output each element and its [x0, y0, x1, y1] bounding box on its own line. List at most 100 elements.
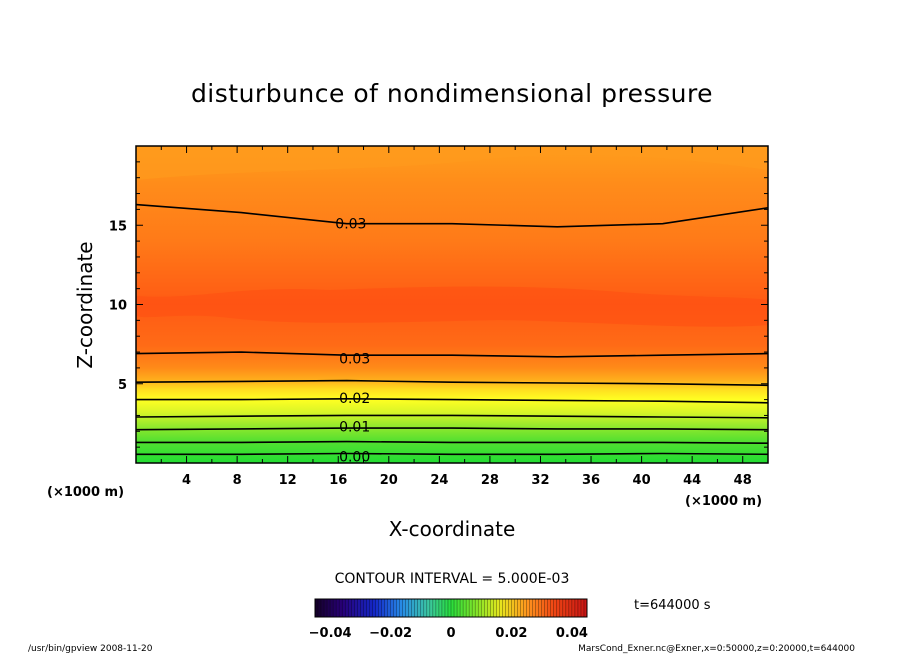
colorbar-cell — [475, 599, 479, 617]
x-unit-right: (×1000 m) — [685, 494, 762, 509]
y-tick-label: 10 — [109, 299, 127, 314]
colorbar-cell — [351, 599, 355, 617]
x-tick-label: 4 — [182, 473, 191, 488]
y-axis-label: Z-coordinate — [73, 241, 97, 368]
colorbar-cell — [393, 599, 397, 617]
colorbar-cell — [426, 599, 431, 617]
colorbar-cell — [541, 599, 545, 617]
colorbar-cell — [472, 599, 476, 617]
colorbar-cell — [493, 599, 497, 617]
colorbar-cell — [565, 599, 570, 617]
colorbar-cell — [580, 599, 585, 617]
colorbar-cell — [423, 599, 428, 617]
colorbar-cell — [342, 599, 346, 617]
contour-line — [136, 379, 768, 387]
colorbar-cell — [390, 599, 394, 617]
colorbar-cell — [420, 599, 425, 617]
colorbar-cell — [526, 599, 530, 617]
contour-label: 0.01 — [339, 420, 370, 436]
colorbar-cell — [535, 599, 539, 617]
contour-lines — [136, 203, 768, 456]
colorbar-cell — [363, 599, 367, 617]
colorbar-cell — [457, 599, 461, 617]
colorbar-cell — [318, 599, 322, 617]
colorbar-tick-label: 0.02 — [495, 626, 527, 641]
colorbar-cell — [339, 599, 343, 617]
colorbar-cell — [514, 599, 518, 617]
y-axis-ticks: 5 10 15 — [109, 161, 768, 448]
colorbar-cell — [369, 599, 373, 617]
colorbar-cell — [330, 599, 334, 617]
colorbar-cell — [444, 599, 449, 617]
colorbar-cell — [481, 599, 485, 617]
colorbar-tick-label: −0.02 — [369, 626, 412, 641]
colorbar-cell — [384, 599, 388, 617]
colorbar-cell — [447, 599, 452, 617]
contour-line — [136, 351, 768, 358]
colorbar-cell — [505, 599, 509, 617]
colorbar-cell — [523, 599, 527, 617]
colorbar-cell — [354, 599, 358, 617]
contour-line — [136, 440, 768, 444]
colorbar-cell — [408, 599, 413, 617]
x-tick-label: 44 — [683, 473, 701, 488]
colorbar-cell — [435, 599, 440, 617]
colorbar-cell — [466, 599, 470, 617]
contour-label: 0.02 — [339, 391, 370, 407]
contour-label: 0.03 — [339, 351, 370, 367]
x-tick-label: 20 — [380, 473, 398, 488]
footer-right: MarsCond_Exner.nc@Exner,x=0:50000,z=0:20… — [578, 644, 855, 654]
colorbar-cell — [532, 599, 536, 617]
colorbar-cell — [451, 599, 455, 617]
contour-line — [136, 452, 768, 456]
colorbar — [314, 598, 588, 618]
colorbar-cell — [402, 599, 406, 617]
y-tick-label: 5 — [118, 378, 127, 393]
colorbar-cell — [574, 599, 579, 617]
colorbar-cell — [496, 599, 500, 617]
contour-labels: 0.03 0.03 0.02 0.01 0.00 — [335, 217, 370, 463]
colorbar-cell — [348, 599, 352, 617]
x-tick-label: 12 — [279, 473, 297, 488]
x-tick-label: 8 — [233, 473, 242, 488]
footer-left: /usr/bin/gpview 2008-11-20 — [28, 644, 153, 654]
colorbar-cell — [499, 599, 503, 617]
colorbar-tick-label: 0 — [446, 626, 455, 641]
x-tick-label: 40 — [633, 473, 651, 488]
time-label: t=644000 s — [634, 598, 711, 613]
x-unit-left: (×1000 m) — [47, 485, 124, 500]
contour-interval-label: CONTOUR INTERVAL = 5.000E-03 — [335, 571, 570, 587]
contour-label: 0.03 — [335, 217, 366, 233]
x-tick-label: 24 — [430, 473, 448, 488]
colorbar-cell — [538, 599, 542, 617]
x-axis-ticks: 4 8 12 16 20 24 28 32 36 40 44 48 — [160, 146, 752, 488]
colorbar-cell — [333, 599, 337, 617]
colorbar-frame — [314, 598, 588, 618]
colorbar-cell — [460, 599, 464, 617]
colorbar-cell — [417, 599, 422, 617]
colorbar-cell — [321, 599, 325, 617]
contour-line — [136, 203, 768, 228]
colorbar-cell — [360, 599, 364, 617]
colorbar-ticks: −0.04 −0.02 0 0.02 0.04 — [309, 626, 588, 641]
colorbar-cell — [432, 599, 437, 617]
colorbar-cell — [375, 599, 379, 617]
colorbar-cell — [454, 599, 458, 617]
colorbar-cell — [544, 599, 549, 617]
colorbar-cell — [429, 599, 434, 617]
colorbar-cell — [508, 599, 512, 617]
contour-line — [136, 397, 768, 404]
colorbar-cell — [478, 599, 482, 617]
contour-line — [136, 427, 768, 431]
colorbar-cell — [550, 599, 555, 617]
colorbar-cell — [387, 599, 391, 617]
colorbar-cell — [571, 599, 576, 617]
colorbar-cell — [357, 599, 361, 617]
colorbar-cell — [324, 599, 328, 617]
contour-line — [136, 414, 768, 419]
colorbar-cell — [547, 599, 552, 617]
colorbar-cell — [577, 599, 582, 617]
colorbar-cell — [378, 599, 382, 617]
x-tick-label: 16 — [329, 473, 347, 488]
